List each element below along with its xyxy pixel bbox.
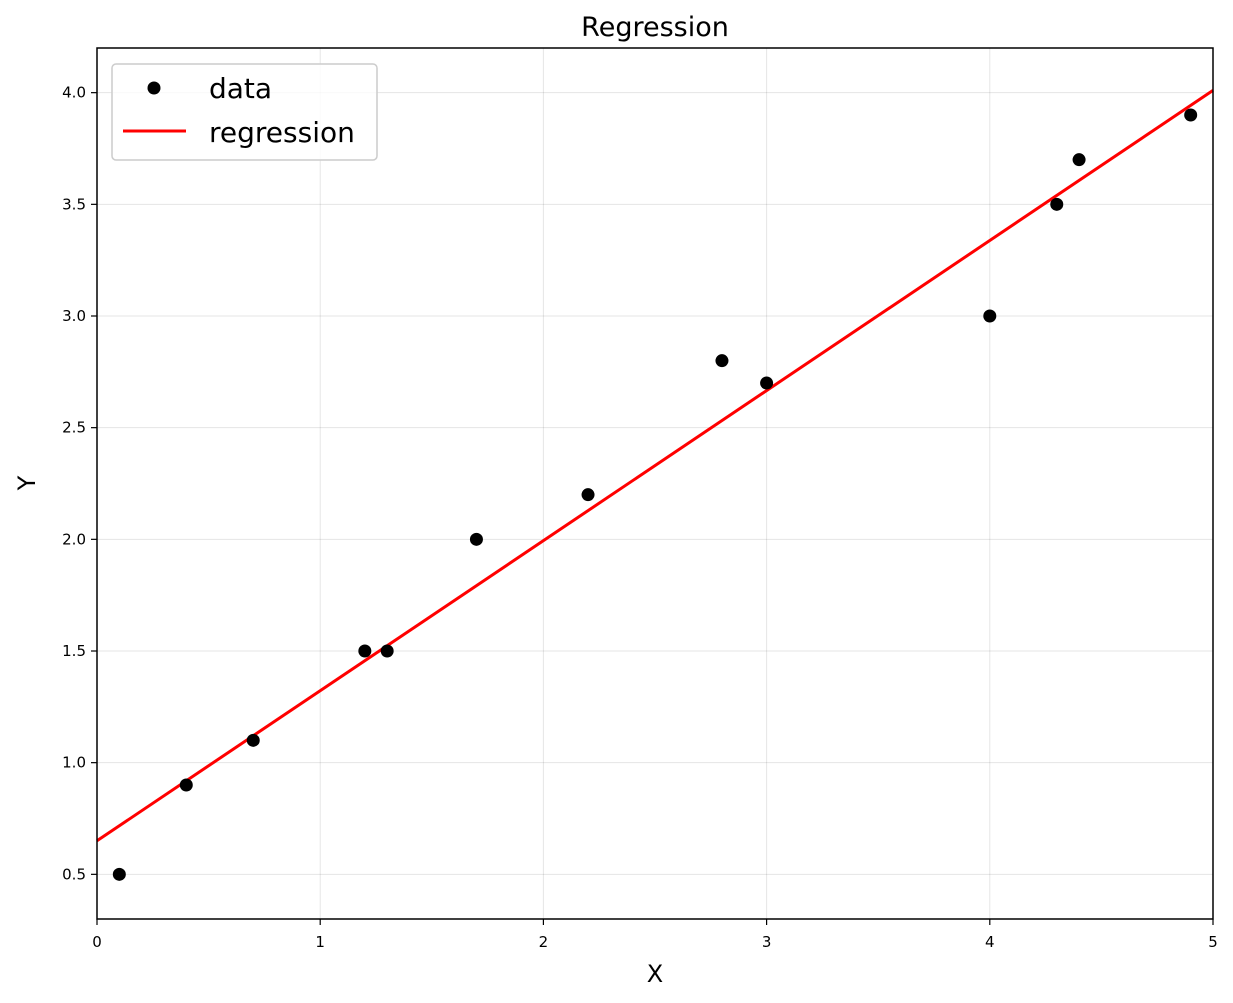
plot-frame xyxy=(96,47,1214,920)
regression-series xyxy=(96,89,1214,843)
x-tick-label: 4 xyxy=(985,933,995,951)
y-tick-label: 4.0 xyxy=(62,84,86,102)
x-tick-label: 3 xyxy=(762,933,772,951)
data-point xyxy=(983,309,997,323)
legend-box xyxy=(111,63,378,161)
regression-line xyxy=(96,89,1214,843)
data-point xyxy=(715,354,729,368)
data-point xyxy=(112,867,126,881)
y-tick-label: 3.0 xyxy=(62,307,86,325)
y-tick-label: 0.5 xyxy=(62,865,86,883)
y-tick-label: 1.0 xyxy=(62,754,86,772)
y-tick-label: 3.5 xyxy=(62,195,86,213)
data-series xyxy=(112,108,1198,881)
data-point xyxy=(1184,108,1198,122)
x-tick-label: 2 xyxy=(539,933,549,951)
x-axis-title: X xyxy=(647,960,663,988)
data-point xyxy=(246,733,260,747)
data-point xyxy=(760,376,774,390)
y-tick-label: 2.0 xyxy=(62,530,86,548)
data-point xyxy=(380,644,394,658)
data-point xyxy=(179,778,193,792)
data-point xyxy=(358,644,372,658)
data-point xyxy=(1050,197,1064,211)
chart-title: Regression xyxy=(581,12,729,43)
x-tick-label: 0 xyxy=(92,933,102,951)
data-point xyxy=(469,532,483,546)
legend-label-data: data xyxy=(209,72,272,105)
y-tick-label: 1.5 xyxy=(62,642,86,660)
data-point xyxy=(1072,153,1086,167)
legend-marker-data xyxy=(147,81,161,95)
x-axis: 0 1 2 3 4 5 xyxy=(92,919,1218,951)
x-tick-label: 5 xyxy=(1208,933,1218,951)
y-tick-label: 2.5 xyxy=(62,419,86,437)
legend-label-regression: regression xyxy=(209,116,355,149)
grid xyxy=(96,48,1214,919)
y-axis-title: Y xyxy=(13,475,41,491)
y-axis: 0.5 1.0 1.5 2.0 2.5 3.0 3.5 4.0 xyxy=(62,84,97,883)
x-tick-label: 1 xyxy=(315,933,325,951)
legend: data regression xyxy=(111,63,378,161)
data-point xyxy=(581,488,595,502)
